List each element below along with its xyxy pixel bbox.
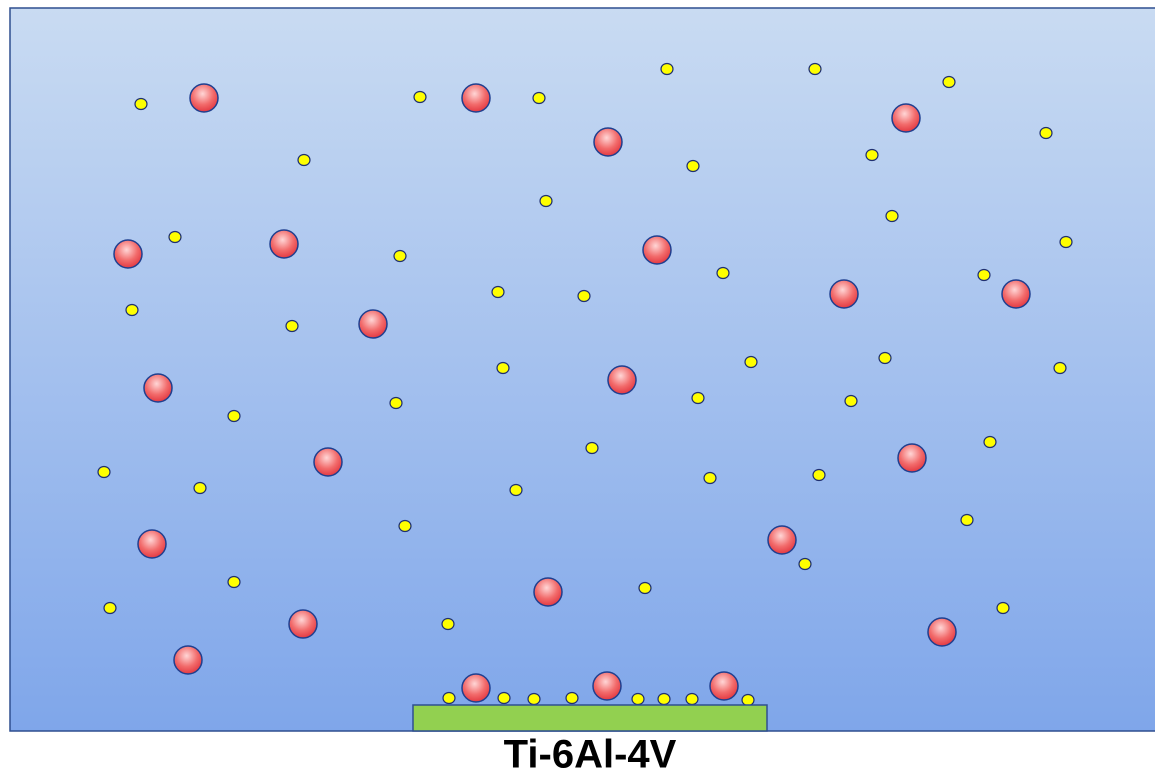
large-particle [462, 674, 490, 702]
small-particle [228, 411, 240, 422]
small-particle [809, 64, 821, 75]
small-particle [414, 92, 426, 103]
small-particle [497, 363, 509, 374]
large-particle [138, 530, 166, 558]
small-particle [540, 196, 552, 207]
small-particle [135, 99, 147, 110]
small-particle [692, 393, 704, 404]
diagram: Ti-6Al-4V [0, 0, 1155, 772]
substrate [413, 705, 767, 731]
small-particle [1060, 237, 1072, 248]
small-particle [443, 693, 455, 704]
large-particle [768, 526, 796, 554]
small-particle [510, 485, 522, 496]
small-particle [298, 155, 310, 166]
small-particle [686, 694, 698, 705]
small-particle [886, 211, 898, 222]
large-particle [144, 374, 172, 402]
small-particle [658, 694, 670, 705]
small-particle [704, 473, 716, 484]
substrate-label: Ti-6Al-4V [504, 733, 677, 772]
small-particle [194, 483, 206, 494]
small-particle [399, 521, 411, 532]
large-particle [710, 672, 738, 700]
small-particle [687, 161, 699, 172]
small-particle [845, 396, 857, 407]
small-particle [745, 357, 757, 368]
small-particle [286, 321, 298, 332]
large-particle [643, 236, 671, 264]
small-particle [799, 559, 811, 570]
chamber [10, 8, 1155, 731]
small-particle [1054, 363, 1066, 374]
large-particle [608, 366, 636, 394]
large-particle [594, 128, 622, 156]
large-particle [114, 240, 142, 268]
small-particle [228, 577, 240, 588]
small-particle [98, 467, 110, 478]
small-particle [390, 398, 402, 409]
small-particle [813, 470, 825, 481]
large-particle [462, 84, 490, 112]
small-particle [984, 437, 996, 448]
small-particle [1040, 128, 1052, 139]
small-particle [586, 443, 598, 454]
large-particle [830, 280, 858, 308]
large-particle [270, 230, 298, 258]
small-particle [661, 64, 673, 75]
large-particle [190, 84, 218, 112]
small-particle [394, 251, 406, 262]
small-particle [978, 270, 990, 281]
small-particle [879, 353, 891, 364]
large-particle [593, 672, 621, 700]
small-particle [169, 232, 181, 243]
small-particle [104, 603, 116, 614]
small-particle [566, 693, 578, 704]
small-particle [533, 93, 545, 104]
small-particle [528, 694, 540, 705]
small-particle [442, 619, 454, 630]
small-particle [742, 695, 754, 706]
small-particle [578, 291, 590, 302]
large-particle [928, 618, 956, 646]
large-particle [534, 578, 562, 606]
large-particle [289, 610, 317, 638]
small-particle [961, 515, 973, 526]
small-particle [632, 694, 644, 705]
small-particle [126, 305, 138, 316]
large-particle [892, 104, 920, 132]
small-particle [492, 287, 504, 298]
small-particle [639, 583, 651, 594]
small-particle [997, 603, 1009, 614]
large-particle [359, 310, 387, 338]
page: Ti-6Al-4V (() => { const data = JSON.par… [0, 0, 1155, 772]
large-particle [314, 448, 342, 476]
small-particle [943, 77, 955, 88]
large-particle [1002, 280, 1030, 308]
small-particle [717, 268, 729, 279]
small-particle [498, 693, 510, 704]
large-particle [898, 444, 926, 472]
large-particle [174, 646, 202, 674]
small-particle [866, 150, 878, 161]
